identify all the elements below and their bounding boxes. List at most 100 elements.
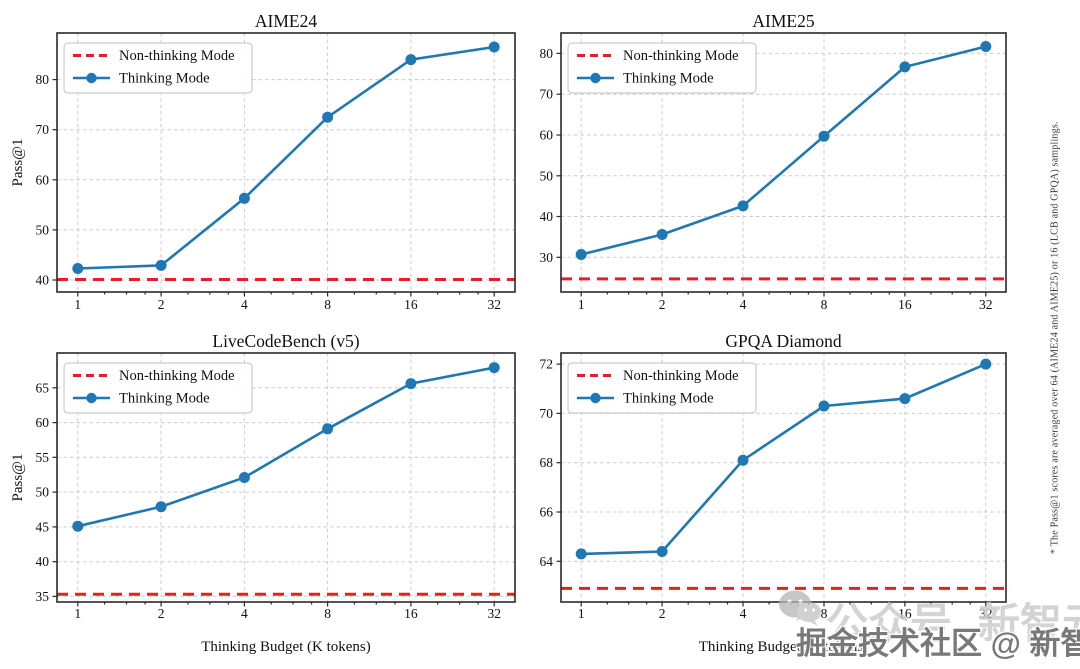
legend: Non-thinking Mode Thinking Mode [567,42,757,94]
axis-ticks [52,78,495,297]
y-tick-label: 70 [540,406,553,421]
y-tick-label: 70 [540,87,553,102]
y-tick-label: 60 [540,128,553,143]
x-tick-label: 32 [979,606,993,621]
data-point [238,472,250,483]
y-tick-label: 50 [36,222,50,237]
thinking-line [77,45,495,270]
x-tick-label: 2 [158,297,165,312]
y-tick-label: 80 [36,72,50,87]
data-point [818,400,830,412]
y-tick-label: 30 [540,250,553,265]
x-tick-label: 16 [898,606,912,621]
axis-ticks [556,52,987,297]
chart-gpqa-diamond: 1 2 4 8 16 32 64 66 68 70 72 GPQA Diamond Thinking B… [540,320,1080,669]
legend-label-thinking: Thinking Mode [623,391,714,407]
x-tick-label: 2 [659,297,666,312]
chart-title: AIME25 [752,11,814,31]
x-tick-label: 8 [821,297,828,312]
x-tick-label: 8 [324,606,331,621]
chart-title: AIME24 [255,11,317,31]
legend-label-nonthinking: Non-thinking Mode [623,368,739,384]
legend-label-thinking: Thinking Mode [623,71,714,87]
x-tick-label: 4 [740,297,747,312]
x-tick-label: 1 [578,297,585,312]
data-point [899,61,911,73]
data-point [72,263,84,274]
side-note: * The Pass@1 scores are averaged over 64… [1049,121,1061,554]
x-tick-label: 16 [404,297,418,312]
data-point [488,41,500,53]
x-tick-label: 1 [74,297,81,312]
data-point [575,249,587,260]
tick-labels: 1 2 4 8 16 32 35 40 45 50 55 60 65 [36,380,501,621]
gridlines [561,33,1006,292]
chart-title: GPQA Diamond [725,331,841,351]
y-tick-label: 55 [36,450,50,465]
thinking-line [77,366,495,528]
legend-label-thinking: Thinking Mode [119,71,210,87]
x-tick-label: 16 [898,297,912,312]
y-tick-label: 60 [36,415,50,430]
x-tick-label: 4 [241,606,248,621]
data-point [818,130,830,142]
y-tick-label: 40 [36,273,50,288]
plot-border [560,32,1007,293]
tick-labels: 1 2 4 8 16 32 40 50 60 70 80 [36,72,501,312]
x-axis-label: Thinking Budget (K tokens) [699,639,869,655]
plot-border [56,352,516,603]
x-tick-label: 2 [158,606,165,621]
tick-labels: 1 2 4 8 16 32 64 66 68 70 72 [540,357,993,621]
data-point [656,229,668,240]
x-tick-label: 16 [404,606,418,621]
legend-label-nonthinking: Non-thinking Mode [623,48,739,64]
y-tick-label: 66 [540,505,553,520]
x-tick-label: 8 [821,606,828,621]
y-tick-label: 68 [540,455,553,470]
y-axis-label: Pass@1 [10,139,26,187]
x-tick-label: 32 [979,297,993,312]
legend: Non-thinking Mode Thinking Mode [63,42,253,94]
axis-ticks [52,387,495,607]
data-point [322,423,334,435]
y-tick-label: 60 [36,172,50,187]
data-point [405,378,417,390]
data-point [737,454,749,466]
x-tick-label: 4 [241,297,248,312]
data-point [322,111,334,123]
y-tick-label: 64 [540,554,553,569]
data-point [980,41,992,52]
data-point [488,362,500,374]
y-tick-label: 50 [540,168,553,183]
y-tick-label: 35 [36,589,50,604]
data-point [405,54,417,66]
gridlines [57,33,515,292]
y-tick-label: 70 [36,122,50,137]
x-tick-label: 8 [324,297,331,312]
y-tick-label: 65 [36,380,50,395]
data-point [899,393,911,405]
y-tick-label: 72 [540,357,553,372]
x-tick-label: 32 [487,297,501,312]
data-point [656,546,668,557]
x-tick-label: 2 [659,606,666,621]
tick-labels: 1 2 4 8 16 32 30 40 50 60 70 80 [540,46,993,312]
y-tick-label: 45 [36,519,50,534]
y-axis-label: Pass@1 [10,454,26,502]
legend: Non-thinking Mode Thinking Mode [63,362,253,414]
legend-label-nonthinking: Non-thinking Mode [119,368,235,384]
x-tick-label: 4 [740,606,747,621]
data-point [155,259,167,271]
x-tick-label: 32 [487,606,501,621]
chart-aime24: 1 2 4 8 16 32 40 50 60 70 80 AIME24 Pass@1 Non-thinki… [0,0,540,320]
data-point [737,200,749,212]
chart-aime25: 1 2 4 8 16 32 30 40 50 60 70 80 AIME25 Non-thinking M… [540,0,1080,320]
thinking-line [580,45,987,256]
legend-label-thinking: Thinking Mode [119,391,210,407]
legend-label-nonthinking: Non-thinking Mode [119,48,235,64]
y-tick-label: 40 [540,209,553,224]
legend: Non-thinking Mode Thinking Mode [567,362,757,414]
chart-livecodebench-v5: 1 2 4 8 16 32 35 40 45 50 55 60 65 LiveCodeBench (v5)… [0,320,540,669]
x-axis-label: Thinking Budget (K tokens) [201,639,371,655]
